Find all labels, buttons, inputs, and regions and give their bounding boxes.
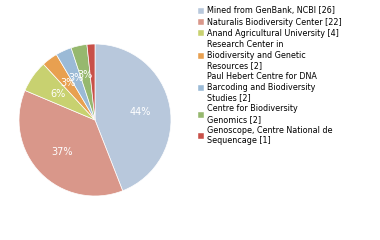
Wedge shape — [87, 44, 95, 120]
Wedge shape — [95, 44, 171, 191]
Wedge shape — [71, 44, 95, 120]
Text: 44%: 44% — [129, 107, 150, 117]
Text: 37%: 37% — [52, 147, 73, 157]
Text: 3%: 3% — [68, 73, 84, 84]
Wedge shape — [25, 64, 95, 120]
Text: 6%: 6% — [50, 89, 65, 99]
Wedge shape — [19, 90, 123, 196]
Text: 3%: 3% — [78, 70, 93, 80]
Text: 3%: 3% — [60, 78, 76, 88]
Legend: Mined from GenBank, NCBI [26], Naturalis Biodiversity Center [22], Anand Agricul: Mined from GenBank, NCBI [26], Naturalis… — [198, 6, 342, 145]
Wedge shape — [43, 54, 95, 120]
Wedge shape — [56, 48, 95, 120]
